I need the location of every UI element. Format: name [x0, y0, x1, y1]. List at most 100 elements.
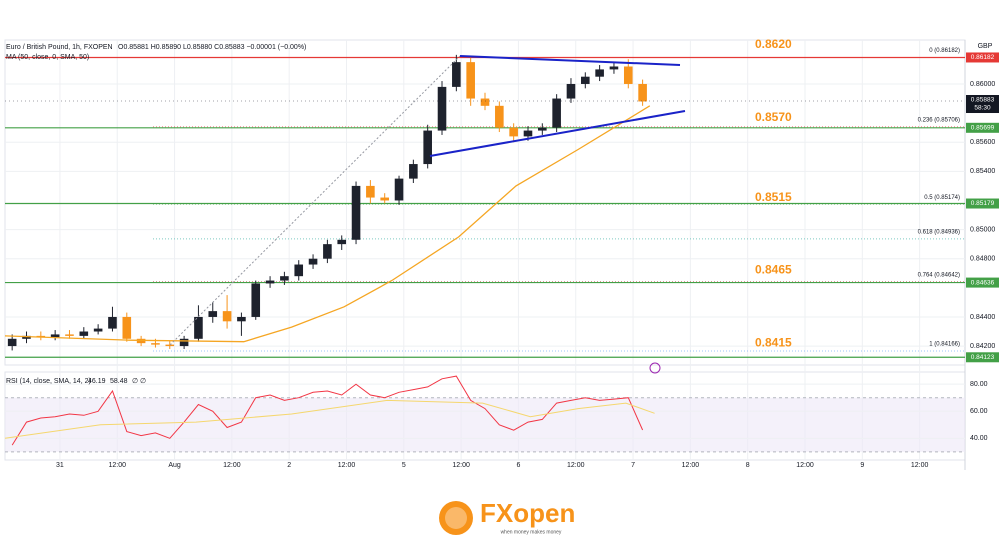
- candle-body: [194, 316, 203, 339]
- ma-label: MA (50, close, 0, SMA, 50): [6, 54, 89, 61]
- candle-body: [294, 264, 304, 277]
- x-tick-label: Aug: [168, 462, 181, 469]
- price-tag: [966, 352, 999, 363]
- candle-body: [65, 334, 74, 336]
- candle-body: [208, 311, 218, 317]
- candle-body: [237, 316, 246, 322]
- candle-body: [351, 185, 361, 240]
- fib-label: 0.764 (0.84642): [918, 272, 960, 278]
- candle-body: [609, 66, 619, 70]
- candle-body: [165, 344, 175, 347]
- level-annotation: 0.8620: [755, 37, 792, 51]
- logo-tagline: when money makes money: [501, 529, 562, 535]
- price-tag-label: 0.85699: [971, 125, 995, 132]
- candle-body: [108, 316, 117, 329]
- candle-body: [222, 311, 232, 322]
- y-tick-label: 0.84400: [970, 314, 995, 321]
- rsi-line: [11, 375, 644, 446]
- logo-icon: [439, 501, 473, 535]
- logo-name: FXopen: [480, 498, 575, 528]
- fib-label: 1 (0.84166): [929, 342, 960, 348]
- candle-body: [509, 127, 518, 137]
- y-tick-label: 60.00: [970, 408, 988, 415]
- x-tick-label: 9: [860, 462, 864, 469]
- candle-body: [122, 316, 132, 339]
- x-tick-label: 12:00: [796, 462, 814, 469]
- event-icon: [649, 362, 661, 374]
- candle-body: [7, 338, 17, 347]
- x-tick-label: 12:00: [338, 462, 356, 469]
- candle-body: [323, 244, 332, 259]
- rsi-sma-value: 58.48: [110, 378, 128, 385]
- price-tag: [966, 277, 999, 288]
- candle-body: [280, 276, 289, 281]
- candle-body: [409, 164, 418, 179]
- candle-body: [308, 258, 318, 265]
- x-tick-label: 2: [287, 462, 291, 469]
- currency: GBP: [978, 43, 993, 50]
- price-tag-label: 0.86182: [971, 54, 995, 61]
- candle-body: [22, 335, 31, 339]
- candle-body: [466, 62, 475, 99]
- candle-body: [638, 83, 647, 102]
- candle-body: [394, 178, 404, 201]
- chart-title: Euro / British Pound, 1h, FXOPEN: [6, 44, 113, 51]
- candle-body: [552, 98, 561, 128]
- candle-body: [265, 280, 275, 284]
- y-tick-label: 80.00: [970, 381, 988, 388]
- candle-body: [251, 283, 261, 317]
- candle-body: [452, 62, 461, 87]
- price-tag-label: 0.84123: [971, 354, 995, 361]
- price-tag-label: 0.84636: [971, 279, 995, 286]
- rsi-value: 46.19: [88, 378, 106, 385]
- fib-label: 0.236 (0.85706): [918, 117, 960, 123]
- candle-body: [50, 334, 60, 338]
- candle-body: [581, 76, 590, 84]
- x-tick-label: 12:00: [682, 462, 700, 469]
- level-annotation: 0.8465: [755, 263, 792, 277]
- x-tick-label: 5: [402, 462, 406, 469]
- x-tick-label: 12:00: [911, 462, 929, 469]
- triangle-upper: [459, 55, 681, 66]
- x-tick-label: 12:00: [452, 462, 470, 469]
- candle-body: [179, 338, 189, 347]
- x-tick-label: 31: [56, 462, 64, 469]
- candle-body: [423, 130, 432, 165]
- ma-line: [4, 105, 651, 343]
- level-annotation: 0.8515: [755, 190, 792, 204]
- x-tick-label: 12:00: [108, 462, 126, 469]
- rsi-band: [5, 397, 965, 452]
- y-tick-label: 0.86000: [970, 81, 995, 88]
- candle-body: [495, 105, 504, 128]
- candle-body: [595, 69, 604, 77]
- y-tick-label: 0.84800: [970, 256, 995, 263]
- candle-body: [566, 83, 576, 99]
- x-tick-label: 8: [746, 462, 750, 469]
- candle-body: [437, 86, 447, 131]
- ohlc-text: O0.85881 H0.85890 L0.85880 C0.85883 −0.0…: [118, 44, 306, 51]
- fib-label: 0 (0.86182): [929, 48, 960, 54]
- price-tag-label: 0.85179: [971, 200, 995, 207]
- level-annotation: 0.8415: [755, 336, 792, 350]
- y-tick-label: 0.84200: [970, 343, 995, 350]
- triangle-lower: [429, 110, 686, 157]
- logo-icon-inner: [445, 507, 467, 529]
- candle-body: [623, 66, 633, 84]
- x-tick-label: 6: [516, 462, 520, 469]
- rsi-line: [4, 399, 655, 439]
- rsi-extra: ∅ ∅: [132, 378, 146, 385]
- price-tag: [966, 122, 999, 133]
- y-tick-label: 0.85400: [970, 168, 995, 175]
- y-tick-label: 40.00: [970, 435, 988, 442]
- candle-body: [151, 343, 160, 345]
- x-tick-label: 12:00: [567, 462, 585, 469]
- current-price-tag: [966, 95, 999, 114]
- fib-label: 0.618 (0.84936): [918, 229, 960, 235]
- candle-body: [337, 239, 347, 245]
- level-annotation: 0.8570: [755, 110, 792, 124]
- current-price-label: 0.85883: [971, 97, 995, 104]
- candle-body: [480, 98, 490, 106]
- fib-trend-line: [169, 55, 461, 346]
